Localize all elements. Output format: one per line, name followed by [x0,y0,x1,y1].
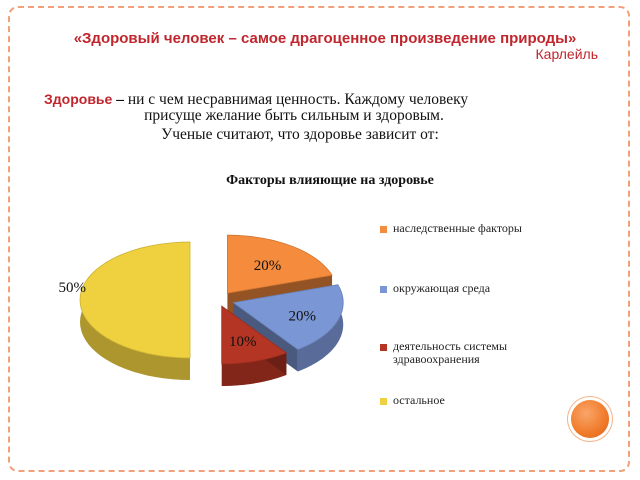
slide-border [8,6,630,472]
definition-line-1: ни с чем несравнимая ценность. Каждому ч… [127,91,469,108]
legend-swatch-3 [380,398,387,405]
factors-intro: Ученые считают, что здоровье зависит от: [161,126,439,143]
pie-slice-top-3 [79,241,191,359]
pie-slice-top-0 [227,234,333,294]
legend-swatch-1 [380,286,387,293]
legend-label-0: наследственные факторы [393,221,522,235]
legend-swatch-2 [380,344,387,351]
definition-line-2: присуще желание быть сильным и здоровым. [144,107,444,124]
definition-dash: – [112,91,128,108]
pie-data-label-2: 10% [229,334,257,350]
pie-data-label-0: 20% [254,258,282,274]
legend-label-3: остальное [393,393,445,407]
definition-paragraph: Здоровье – ни с чем несравнимая ценность… [44,91,604,124]
pie-slice-2 [221,305,288,387]
quote-author: Карлейль [535,46,599,62]
definition-term: Здоровье [44,91,113,107]
pie-slice-top-1 [232,284,344,350]
pie-data-label-1: 20% [289,308,317,324]
legend-swatch-0 [380,226,387,233]
decorative-orange-circle [571,400,609,438]
legend-label-1: окружающая среда [393,281,491,295]
chart-title: Факторы влияющие на здоровье [226,173,434,188]
legend-label-2: деятельность системы здравоохранения [393,339,508,366]
pie-data-label-3: 50% [58,280,86,296]
pie-slice-3 [79,241,191,380]
pie-slice-top-2 [221,305,288,365]
quote-title: «Здоровый человек – самое драгоценное пр… [73,30,577,47]
pie-slice-wall-1 [297,284,344,372]
